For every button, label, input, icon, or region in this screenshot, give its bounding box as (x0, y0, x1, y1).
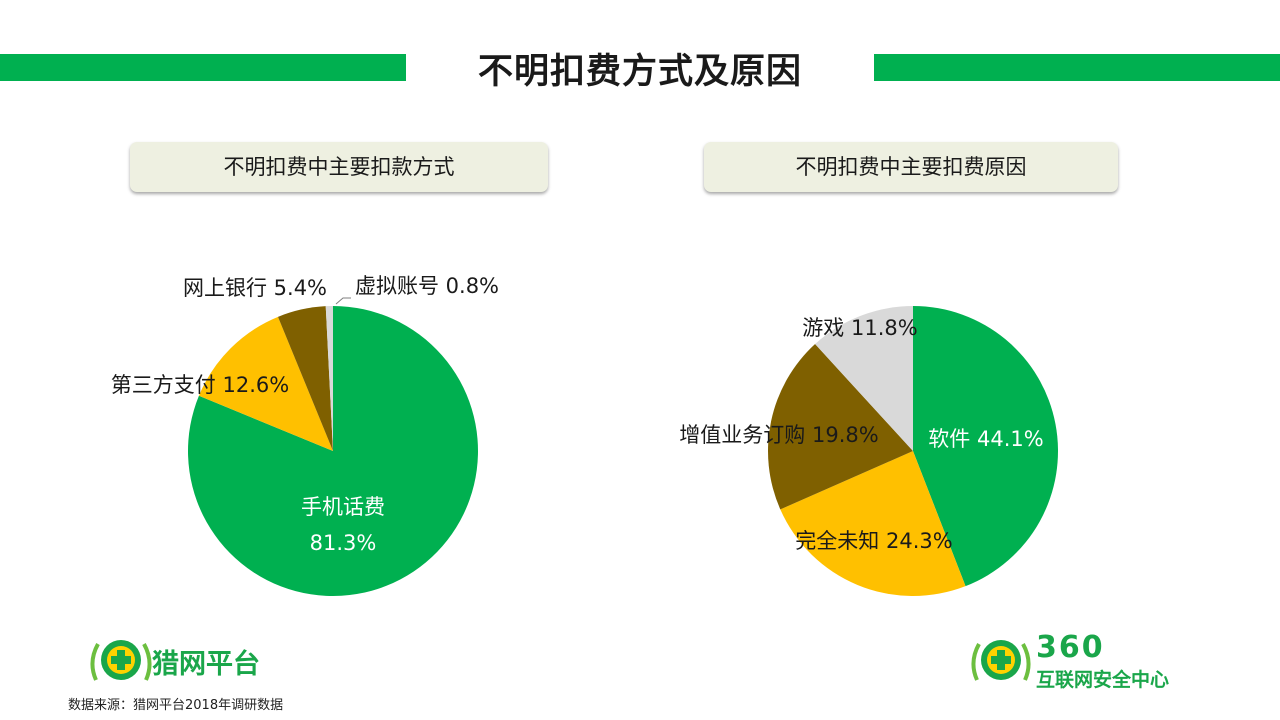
lie-wang-logo: 猎网平台 (86, 632, 276, 688)
pie-slice-1-1 (780, 451, 966, 596)
slice-label-0-1: 第三方支付 12.6% (111, 373, 289, 397)
lie-wang-logo-text: 猎网平台 (152, 649, 260, 680)
360-logo-subtitle: 互联网安全中心 (1036, 669, 1170, 691)
pie-slice-0-2 (277, 306, 333, 451)
pie-slice-1-3 (815, 306, 913, 451)
chart-title-right: 不明扣费中主要扣费原因 (704, 142, 1118, 192)
plus-emblem-icon (90, 640, 152, 681)
slice-label-1-1: 完全未知 24.3% (795, 529, 952, 553)
pie-chart-payment-methods: 手机话费 81.3% 第三方支付 12.6% 网上银行 5.4% 虚拟账号 0.8% (111, 274, 499, 596)
slice-label-0-0: 手机话费 (301, 495, 385, 519)
page-title: 不明扣费方式及原因 (477, 52, 802, 92)
pie-slice-1-2 (768, 344, 913, 510)
leader-line-0-3 (335, 297, 351, 305)
pie-slice-1-0 (913, 306, 1058, 587)
pie-slice-0-3 (325, 306, 333, 451)
header-band-right (874, 54, 1280, 81)
chart-title-left: 不明扣费中主要扣款方式 (130, 142, 548, 192)
360-security-logo: 360 互联网安全中心 (968, 630, 1198, 691)
plus-emblem-icon-360 (971, 640, 1031, 681)
data-source-footnote: 数据来源：猎网平台2018年调研数据 (68, 698, 284, 713)
360-logo-number: 360 (1036, 630, 1105, 665)
header-band-left (0, 54, 406, 81)
pie-chart-reasons: 软件 44.1% 完全未知 24.3% 增值业务订购 19.8% 游戏 11.8% (679, 306, 1058, 596)
slice-label-0-3: 虚拟账号 0.8% (355, 274, 499, 298)
slice-label-1-2: 增值业务订购 19.8% (679, 423, 878, 447)
pie-slice-0-1 (198, 316, 333, 451)
slice-label-0-2: 网上银行 5.4% (183, 276, 327, 300)
slice-value-0-0: 81.3% (310, 531, 377, 555)
slice-label-1-0: 软件 44.1% (928, 427, 1043, 451)
slice-label-1-3: 游戏 11.8% (802, 316, 917, 340)
